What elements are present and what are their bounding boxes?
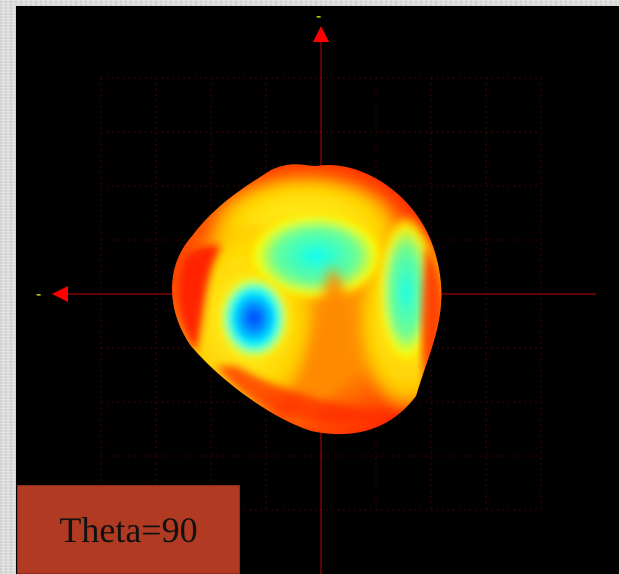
triangle-left-icon: [52, 286, 68, 302]
3d-plot-viewport[interactable]: - -: [16, 6, 619, 574]
triangle-up-icon: [313, 26, 329, 42]
axis-marker-left: -: [36, 286, 41, 303]
axis-marker-top: -: [316, 8, 321, 25]
radiation-pattern-blob: [172, 164, 442, 435]
theta-label: Theta=90: [59, 509, 198, 550]
3d-plot-canvas[interactable]: - -: [16, 6, 619, 574]
axes: - -: [36, 8, 596, 574]
theta-label-box: Theta=90: [17, 485, 240, 574]
